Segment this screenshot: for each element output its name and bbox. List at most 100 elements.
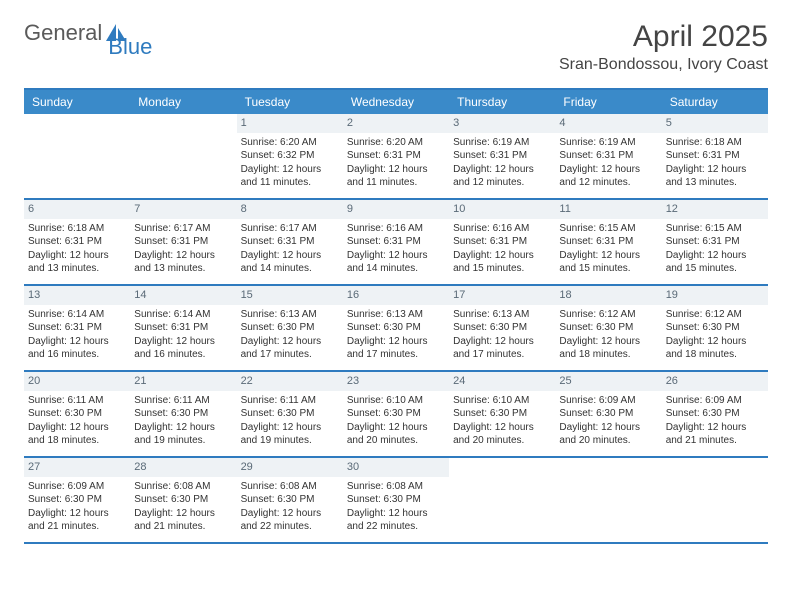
sunset-text: Sunset: 6:30 PM: [241, 493, 339, 507]
day-number: 11: [555, 200, 661, 219]
sunrise-text: Sunrise: 6:13 AM: [241, 308, 339, 322]
sunrise-text: Sunrise: 6:15 AM: [559, 222, 657, 236]
daylight-text: Daylight: 12 hours and 13 minutes.: [666, 163, 764, 190]
sunset-text: Sunset: 6:30 PM: [666, 407, 764, 421]
sunrise-text: Sunrise: 6:11 AM: [28, 394, 126, 408]
sunset-text: Sunset: 6:30 PM: [28, 407, 126, 421]
sunset-text: Sunset: 6:31 PM: [453, 235, 551, 249]
sunset-text: Sunset: 6:30 PM: [241, 407, 339, 421]
day-cell: 20 Sunrise: 6:11 AMSunset: 6:30 PMDayligh…: [24, 372, 130, 456]
day-cell: 1Sunrise: 6:20 AMSunset: 6:32 PMDaylight…: [237, 114, 343, 198]
daylight-text: Daylight: 12 hours and 15 minutes.: [559, 249, 657, 276]
day-cell: 18Sunrise: 6:12 AMSunset: 6:30 PMDayligh…: [555, 286, 661, 370]
day-cell: 14Sunrise: 6:14 AMSunset: 6:31 PMDayligh…: [130, 286, 236, 370]
day-cell: 26Sunrise: 6:09 AMSunset: 6:30 PMDayligh…: [662, 372, 768, 456]
day-header: Sunday: [24, 90, 130, 114]
day-number: 6: [24, 200, 130, 219]
sunrise-text: Sunrise: 6:12 AM: [666, 308, 764, 322]
daylight-text: Daylight: 12 hours and 16 minutes.: [134, 335, 232, 362]
day-header: Tuesday: [237, 90, 343, 114]
day-cell: 13Sunrise: 6:14 AMSunset: 6:31 PMDayligh…: [24, 286, 130, 370]
day-cell: 7Sunrise: 6:17 AMSunset: 6:31 PMDaylight…: [130, 200, 236, 284]
sunrise-text: Sunrise: 6:12 AM: [559, 308, 657, 322]
day-number: 19: [662, 286, 768, 305]
daylight-text: Daylight: 12 hours and 20 minutes.: [347, 421, 445, 448]
daylight-text: Daylight: 12 hours and 15 minutes.: [453, 249, 551, 276]
daylight-text: Daylight: 12 hours and 11 minutes.: [347, 163, 445, 190]
sunset-text: Sunset: 6:31 PM: [559, 235, 657, 249]
logo: General Blue: [24, 20, 152, 46]
day-number: 12: [662, 200, 768, 219]
day-cell: 8Sunrise: 6:17 AMSunset: 6:31 PMDaylight…: [237, 200, 343, 284]
day-number: 29: [237, 458, 343, 477]
day-number: 7: [130, 200, 236, 219]
daylight-text: Daylight: 12 hours and 18 minutes.: [28, 421, 126, 448]
sunset-text: Sunset: 6:30 PM: [453, 407, 551, 421]
daylight-text: Daylight: 12 hours and 21 minutes.: [134, 507, 232, 534]
sunrise-text: Sunrise: 6:09 AM: [559, 394, 657, 408]
day-number: 20: [24, 372, 130, 391]
sunrise-text: Sunrise: 6:17 AM: [134, 222, 232, 236]
sunrise-text: Sunrise: 6:16 AM: [453, 222, 551, 236]
day-cell: [24, 114, 130, 198]
sunset-text: Sunset: 6:31 PM: [134, 235, 232, 249]
day-cell: [555, 458, 661, 542]
sunrise-text: Sunrise: 6:20 AM: [241, 136, 339, 150]
day-cell: 28Sunrise: 6:08 AMSunset: 6:30 PMDayligh…: [130, 458, 236, 542]
day-cell: [449, 458, 555, 542]
sunrise-text: Sunrise: 6:11 AM: [134, 394, 232, 408]
daylight-text: Daylight: 12 hours and 17 minutes.: [453, 335, 551, 362]
day-number: 22: [237, 372, 343, 391]
sunrise-text: Sunrise: 6:19 AM: [453, 136, 551, 150]
day-header: Friday: [555, 90, 661, 114]
sunrise-text: Sunrise: 6:16 AM: [347, 222, 445, 236]
daylight-text: Daylight: 12 hours and 20 minutes.: [453, 421, 551, 448]
day-cell: 17Sunrise: 6:13 AMSunset: 6:30 PMDayligh…: [449, 286, 555, 370]
week-row: 27Sunrise: 6:09 AMSunset: 6:30 PMDayligh…: [24, 458, 768, 544]
sunset-text: Sunset: 6:31 PM: [134, 321, 232, 335]
sunrise-text: Sunrise: 6:17 AM: [241, 222, 339, 236]
sunrise-text: Sunrise: 6:14 AM: [134, 308, 232, 322]
day-cell: 3Sunrise: 6:19 AMSunset: 6:31 PMDaylight…: [449, 114, 555, 198]
sunset-text: Sunset: 6:31 PM: [559, 149, 657, 163]
sunset-text: Sunset: 6:32 PM: [241, 149, 339, 163]
sunset-text: Sunset: 6:30 PM: [28, 493, 126, 507]
daylight-text: Daylight: 12 hours and 19 minutes.: [241, 421, 339, 448]
sunset-text: Sunset: 6:31 PM: [28, 235, 126, 249]
sunset-text: Sunset: 6:31 PM: [666, 235, 764, 249]
day-number: 15: [237, 286, 343, 305]
day-cell: 6Sunrise: 6:18 AMSunset: 6:31 PMDaylight…: [24, 200, 130, 284]
day-cell: 2Sunrise: 6:20 AMSunset: 6:31 PMDaylight…: [343, 114, 449, 198]
daylight-text: Daylight: 12 hours and 22 minutes.: [241, 507, 339, 534]
sunrise-text: Sunrise: 6:09 AM: [28, 480, 126, 494]
daylight-text: Daylight: 12 hours and 12 minutes.: [453, 163, 551, 190]
day-cell: 25Sunrise: 6:09 AMSunset: 6:30 PMDayligh…: [555, 372, 661, 456]
daylight-text: Daylight: 12 hours and 13 minutes.: [28, 249, 126, 276]
sunset-text: Sunset: 6:31 PM: [453, 149, 551, 163]
daylight-text: Daylight: 12 hours and 12 minutes.: [559, 163, 657, 190]
day-cell: 19Sunrise: 6:12 AMSunset: 6:30 PMDayligh…: [662, 286, 768, 370]
day-cell: 10Sunrise: 6:16 AMSunset: 6:31 PMDayligh…: [449, 200, 555, 284]
daylight-text: Daylight: 12 hours and 18 minutes.: [559, 335, 657, 362]
daylight-text: Daylight: 12 hours and 20 minutes.: [559, 421, 657, 448]
day-cell: 22Sunrise: 6:11 AMSunset: 6:30 PMDayligh…: [237, 372, 343, 456]
sunrise-text: Sunrise: 6:08 AM: [241, 480, 339, 494]
sunset-text: Sunset: 6:30 PM: [134, 407, 232, 421]
header: General Blue April 2025 Sran-Bondossou, …: [24, 20, 768, 74]
day-cell: 27Sunrise: 6:09 AMSunset: 6:30 PMDayligh…: [24, 458, 130, 542]
sunset-text: Sunset: 6:30 PM: [241, 321, 339, 335]
daylight-text: Daylight: 12 hours and 21 minutes.: [28, 507, 126, 534]
sunset-text: Sunset: 6:31 PM: [241, 235, 339, 249]
day-cell: 4Sunrise: 6:19 AMSunset: 6:31 PMDaylight…: [555, 114, 661, 198]
day-number: 24: [449, 372, 555, 391]
sunset-text: Sunset: 6:30 PM: [559, 407, 657, 421]
day-number: 13: [24, 286, 130, 305]
daylight-text: Daylight: 12 hours and 11 minutes.: [241, 163, 339, 190]
daylight-text: Daylight: 12 hours and 19 minutes.: [134, 421, 232, 448]
day-number: 16: [343, 286, 449, 305]
day-number: 5: [662, 114, 768, 133]
sunset-text: Sunset: 6:30 PM: [134, 493, 232, 507]
daylight-text: Daylight: 12 hours and 16 minutes.: [28, 335, 126, 362]
day-number: 28: [130, 458, 236, 477]
logo-text-blue: Blue: [108, 34, 152, 60]
